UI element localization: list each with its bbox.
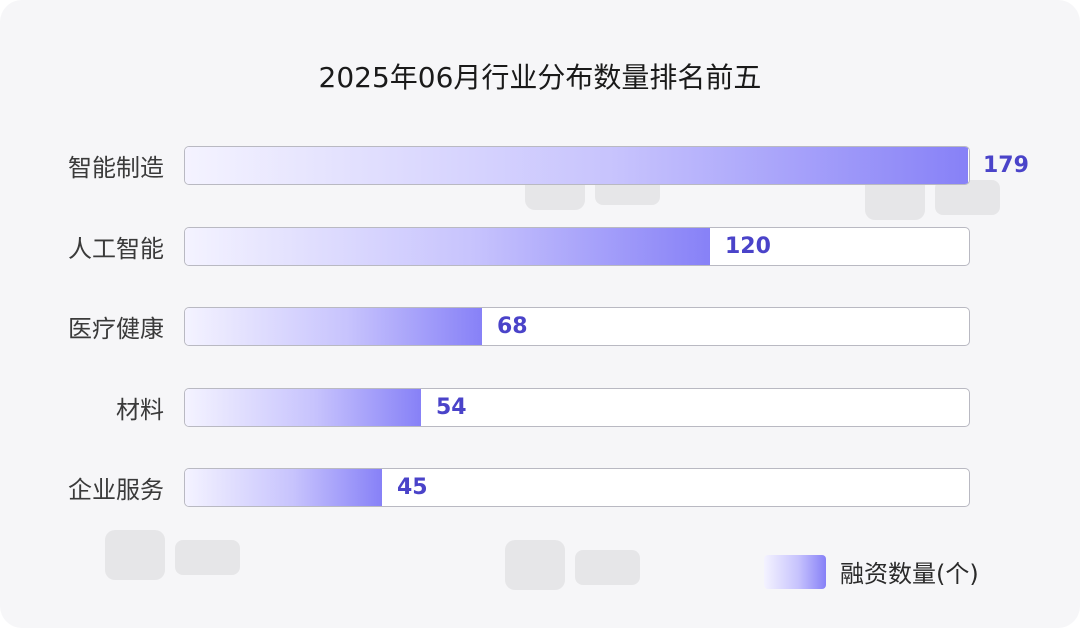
bar-value-label: 45 <box>397 475 428 500</box>
bar <box>185 388 421 426</box>
category-label: 企业服务 <box>68 476 164 504</box>
bar <box>185 147 968 184</box>
bar <box>185 308 482 345</box>
category-label: 智能制造 <box>68 154 164 182</box>
category-label: 医疗健康 <box>68 315 164 343</box>
chart-title: 2025年06月行业分布数量排名前五 <box>318 61 762 94</box>
bar-value-label: 179 <box>983 153 1029 178</box>
bar-value-label: 120 <box>725 233 771 259</box>
bar <box>185 227 710 265</box>
bar-track <box>184 387 970 427</box>
bar-track <box>184 468 970 507</box>
bar-value-label: 54 <box>436 394 467 420</box>
legend-swatch <box>764 555 826 589</box>
category-label: 材料 <box>116 395 164 424</box>
category-label: 人工智能 <box>68 234 164 263</box>
bar-track <box>184 146 970 185</box>
bar-value-label: 68 <box>497 314 528 339</box>
watermark-logo <box>505 540 640 590</box>
bar-track <box>184 226 970 266</box>
bar-track <box>184 307 970 346</box>
legend-label: 融资数量(个) <box>840 560 979 588</box>
watermark-logo <box>105 530 240 580</box>
bar <box>185 469 382 506</box>
